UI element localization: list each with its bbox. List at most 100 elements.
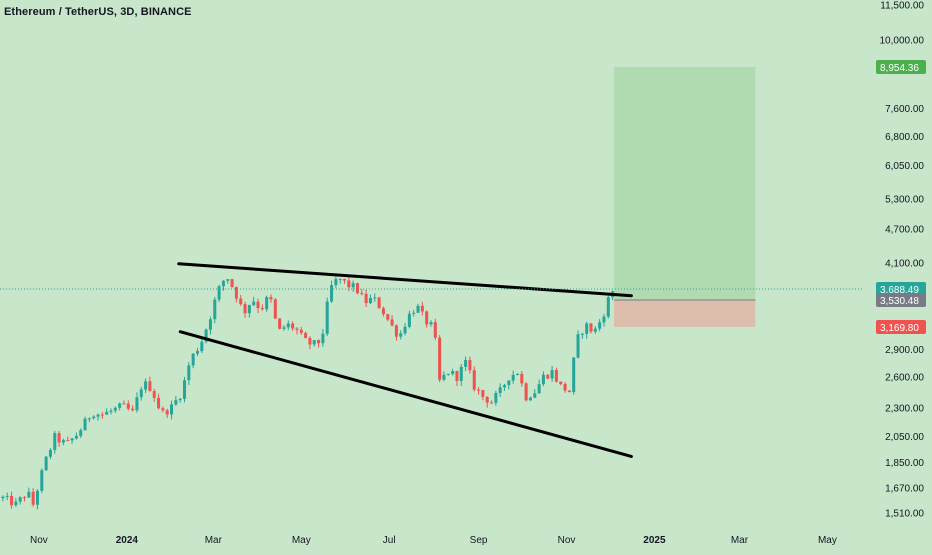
- candle-body: [429, 322, 433, 325]
- candle-body: [528, 397, 532, 401]
- candle-2024-11-03: [567, 390, 571, 393]
- time-axis[interactable]: Nov 2024 Mar May Jul Sep Nov 2025 Mar May: [30, 535, 837, 546]
- candle-body: [178, 398, 182, 401]
- candle-body: [243, 304, 247, 314]
- candle-body: [312, 340, 316, 345]
- candle-2024-09-04: [481, 389, 485, 401]
- candle-2024-03-20: [239, 295, 243, 306]
- candle-body: [221, 280, 225, 287]
- candle-2024-03-26: [247, 304, 251, 318]
- candle-body: [252, 301, 256, 306]
- y-tick-label: 4,700.00: [885, 224, 924, 235]
- candle-2024-08-02: [433, 318, 437, 341]
- candle-body: [118, 403, 122, 408]
- entry-price-label-text: 3,530.48: [880, 296, 919, 307]
- candle-body: [537, 384, 541, 394]
- candle-body: [381, 308, 385, 315]
- x-tick-label: May: [292, 535, 311, 546]
- candle-body: [304, 332, 308, 339]
- candle-2023-11-12: [53, 430, 57, 454]
- candle-2024-01-02: [126, 400, 130, 411]
- candle-2024-10-10: [533, 389, 537, 399]
- candle-body: [57, 433, 61, 443]
- long-position[interactable]: [614, 66, 756, 327]
- y-tick-label: 1,510.00: [885, 509, 924, 520]
- candle-2024-08-05: [438, 335, 442, 383]
- candle-body: [260, 308, 264, 310]
- stop-price-label-text: 3,169.80: [880, 323, 919, 334]
- candle-body: [273, 299, 277, 319]
- candle-2024-05-25: [334, 276, 338, 289]
- candle-2024-11-18: [589, 322, 593, 334]
- candle-2024-06-06: [351, 280, 355, 292]
- candle-body: [503, 385, 507, 388]
- candle-2024-06-15: [364, 289, 368, 308]
- candle-body: [299, 329, 303, 333]
- candle-body: [325, 301, 329, 334]
- candle-2023-11-21: [66, 436, 70, 442]
- candle-body: [598, 322, 602, 329]
- candle-body: [425, 311, 429, 325]
- x-tick-label: 2025: [643, 535, 666, 546]
- candle-body: [321, 333, 325, 344]
- candle-body: [351, 283, 355, 288]
- candle-2024-03-08: [221, 280, 225, 291]
- candle-2024-04-19: [282, 324, 286, 331]
- candle-2024-05-19: [325, 297, 329, 337]
- candle-2024-04-01: [256, 298, 260, 313]
- candle-body: [490, 402, 494, 404]
- candle-2023-11-30: [79, 428, 83, 439]
- candle-body: [407, 313, 411, 327]
- candle-2023-11-15: [57, 431, 61, 447]
- candle-body: [187, 365, 191, 381]
- candle-2024-10-19: [546, 374, 550, 380]
- candle-2024-06-30: [386, 313, 390, 322]
- candle-2024-01-08: [135, 392, 139, 413]
- candle-2024-03-29: [252, 296, 256, 307]
- candle-2024-09-22: [507, 380, 511, 390]
- candle-2023-11-09: [48, 448, 52, 460]
- candle-body: [593, 328, 597, 332]
- candle-body: [330, 285, 334, 302]
- candle-body: [256, 301, 260, 309]
- candle-2024-10-01: [520, 371, 524, 387]
- position-loss-zone: [614, 299, 756, 327]
- candle-2024-06-24: [377, 296, 381, 309]
- candle-2023-10-31: [35, 489, 39, 510]
- candle-body: [373, 297, 377, 299]
- candle-2024-06-18: [368, 294, 372, 305]
- candle-body: [234, 287, 238, 299]
- candle-2023-10-28: [31, 488, 35, 507]
- candle-2024-02-25: [204, 328, 208, 344]
- x-tick-label: Nov: [30, 535, 48, 546]
- trendlines[interactable]: [177, 262, 633, 458]
- candle-2023-11-27: [74, 432, 78, 440]
- candle-body: [342, 278, 347, 281]
- y-tick-label: 7,600.00: [885, 104, 924, 115]
- candle-body: [541, 374, 545, 385]
- x-tick-label: May: [818, 535, 837, 546]
- candle-body: [515, 373, 520, 375]
- price-axis[interactable]: 11,500.00 10,000.00 7,600.00 6,800.00 6,050.…: [880, 0, 925, 519]
- candle-body: [96, 414, 100, 417]
- candle-2023-12-27: [118, 402, 122, 411]
- candle-2023-10-19: [18, 496, 22, 505]
- candle-body: [126, 403, 130, 409]
- candle-2024-07-06: [394, 324, 398, 341]
- y-tick-label: 2,050.00: [885, 432, 924, 443]
- candle-body: [451, 371, 455, 374]
- candle-body: [559, 381, 563, 384]
- candle-2024-02-10: [182, 376, 187, 403]
- candle-body: [18, 497, 22, 502]
- candle-body: [131, 408, 135, 411]
- candle-2024-08-26: [468, 356, 472, 374]
- candle-body: [139, 389, 143, 398]
- y-tick-label: 2,300.00: [885, 403, 924, 414]
- candle-2024-04-25: [291, 321, 295, 331]
- candle-2024-05-04: [304, 331, 308, 339]
- candle-2024-08-14: [451, 368, 455, 376]
- candle-2024-08-29: [472, 366, 476, 392]
- candle-body: [1, 496, 5, 499]
